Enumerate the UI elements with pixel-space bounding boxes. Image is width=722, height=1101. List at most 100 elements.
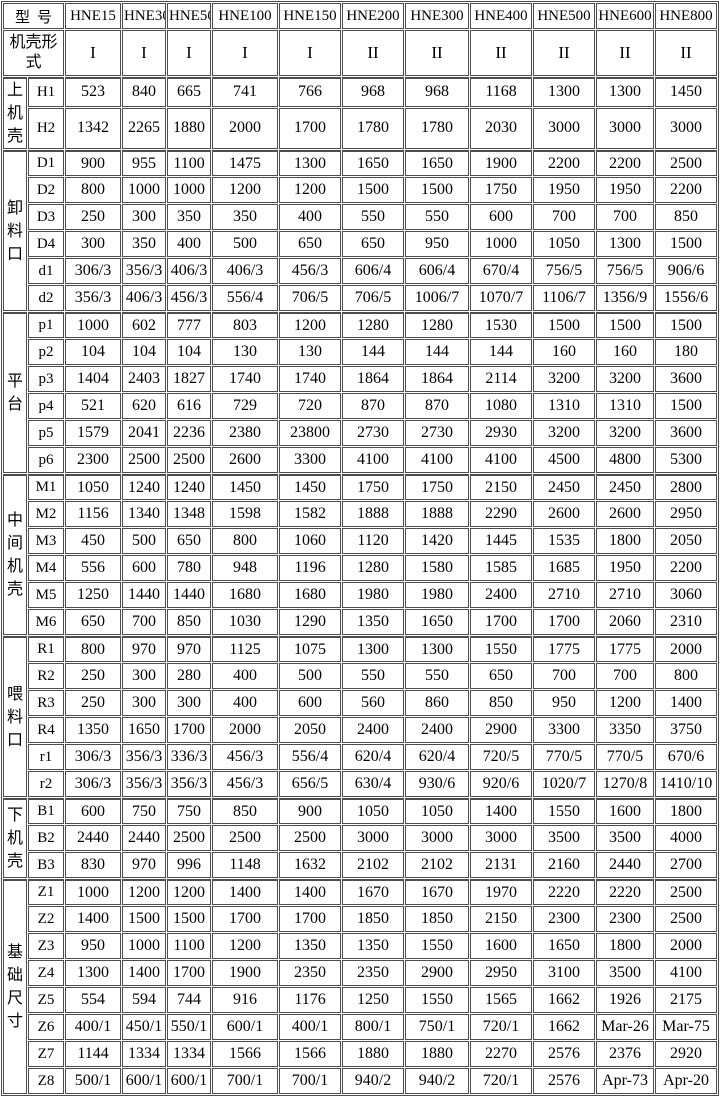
table-row: d1 306/3 356/3 406/3 406/3 456/3 606/4 606/4 670… bbox=[3, 258, 718, 284]
value-cell: 1500 bbox=[533, 312, 596, 338]
value-cell: 550/1 bbox=[167, 1014, 212, 1040]
value-cell: 450 bbox=[65, 528, 122, 554]
value-cell: 1334 bbox=[167, 1041, 212, 1067]
table-row: M2 1156 1340 1348 1598 1582 1888 1888 2290 2600 26… bbox=[3, 501, 718, 527]
value-cell: 1020/7 bbox=[533, 771, 596, 797]
value-cell: 1400 bbox=[279, 879, 342, 905]
housing-form-value-cell: I bbox=[65, 30, 122, 76]
value-cell: 3200 bbox=[533, 366, 596, 392]
value-cell: 2440 bbox=[596, 852, 655, 878]
value-cell: 606/4 bbox=[405, 258, 470, 284]
value-cell: 300 bbox=[65, 231, 122, 257]
value-cell: 1556/6 bbox=[655, 285, 718, 311]
value-cell: 1106/7 bbox=[533, 285, 596, 311]
value-cell: 450/1 bbox=[122, 1014, 167, 1040]
row-label-cell: Z8 bbox=[28, 1068, 65, 1094]
value-cell: 356/3 bbox=[122, 744, 167, 770]
row-label-cell: Z7 bbox=[28, 1041, 65, 1067]
table-row: D4 300 350 400 500 650 650 950 1000 1050 1300 1500 bbox=[3, 231, 718, 257]
table-row: d2 356/3 406/3 456/3 556/4 706/5 706/5 1006/7 10… bbox=[3, 285, 718, 311]
value-cell: 2060 bbox=[596, 609, 655, 635]
value-cell: 3500 bbox=[533, 825, 596, 851]
value-cell: 2150 bbox=[470, 906, 533, 932]
value-cell: 950 bbox=[405, 231, 470, 257]
value-cell: 1400 bbox=[65, 906, 122, 932]
group-label-cell: 基础尺寸 bbox=[3, 879, 27, 1094]
value-cell: 2710 bbox=[596, 582, 655, 608]
value-cell: 1500 bbox=[596, 312, 655, 338]
value-cell: 1404 bbox=[65, 366, 122, 392]
value-cell: 1582 bbox=[279, 501, 342, 527]
value-cell: 900 bbox=[279, 798, 342, 824]
housing-form-value-cell: II bbox=[342, 30, 405, 76]
value-cell: 1060 bbox=[279, 528, 342, 554]
row-label-cell: M1 bbox=[28, 474, 65, 500]
value-cell: 950 bbox=[65, 933, 122, 959]
value-cell: 729 bbox=[212, 393, 279, 419]
housing-form-label-cell: 机壳形式 bbox=[3, 30, 65, 76]
row-label-cell: D4 bbox=[28, 231, 65, 257]
row-label-cell: p5 bbox=[28, 420, 65, 446]
value-cell: 1662 bbox=[533, 987, 596, 1013]
value-cell: 300 bbox=[122, 690, 167, 716]
value-cell: 3000 bbox=[405, 825, 470, 851]
value-cell: 1200 bbox=[212, 177, 279, 203]
model-header-cell: HNE300 bbox=[405, 3, 470, 29]
value-cell: 1950 bbox=[596, 177, 655, 203]
value-cell: 2131 bbox=[470, 852, 533, 878]
value-cell: 1565 bbox=[470, 987, 533, 1013]
value-cell: 1550 bbox=[405, 933, 470, 959]
value-cell: 521 bbox=[65, 393, 122, 419]
value-cell: 456/3 bbox=[212, 771, 279, 797]
value-cell: 250 bbox=[65, 690, 122, 716]
value-cell: 1300 bbox=[279, 150, 342, 176]
value-cell: 620 bbox=[122, 393, 167, 419]
table-row: 基础尺寸 Z1 1000 1200 1200 1400 1400 1670 1670 1970 22… bbox=[3, 879, 718, 1094]
group-label-cell: 卸料口 bbox=[3, 150, 27, 311]
value-cell: 350 bbox=[122, 231, 167, 257]
table-row: r2 306/3 356/3 356/3 456/3 656/5 630/4 930/6 920… bbox=[3, 771, 718, 797]
table-row: 喂料口 R1 800 970 970 1125 1075 1300 1300 1550 1775 17… bbox=[3, 636, 718, 797]
corner-cell: 型号 bbox=[3, 3, 65, 29]
table-row: p6 2300 2500 2500 2600 3300 4100 4100 4100 4500 48… bbox=[3, 447, 718, 473]
value-cell: 456/3 bbox=[167, 285, 212, 311]
value-cell: 1100 bbox=[167, 150, 212, 176]
value-cell: 600/1 bbox=[122, 1068, 167, 1094]
value-cell: 870 bbox=[342, 393, 405, 419]
row-label-cell: R3 bbox=[28, 690, 65, 716]
housing-form-row: 机壳形式 I I I I I II II II II II II bbox=[3, 30, 718, 76]
value-cell: 850 bbox=[655, 204, 718, 230]
table-header: 型号 HNE15 HNE30 HNE50 HNE100 HNE150 HNE200 HNE30… bbox=[3, 3, 718, 76]
row-label-cell: d1 bbox=[28, 258, 65, 284]
group-label-cell: 上机壳 bbox=[3, 77, 27, 149]
value-cell: 1775 bbox=[596, 636, 655, 662]
value-cell: 2710 bbox=[533, 582, 596, 608]
value-cell: 2576 bbox=[533, 1068, 596, 1094]
value-cell: 1168 bbox=[470, 77, 533, 107]
value-cell: 1650 bbox=[405, 609, 470, 635]
value-cell: 2265 bbox=[122, 107, 167, 149]
value-cell: 1240 bbox=[167, 474, 212, 500]
value-cell: 1310 bbox=[596, 393, 655, 419]
table-row: p3 1404 2403 1827 1740 1740 1864 1864 2114 3200 32… bbox=[3, 366, 718, 392]
value-cell: 700/1 bbox=[212, 1068, 279, 1094]
value-cell: 1300 bbox=[405, 636, 470, 662]
value-cell: 720/1 bbox=[470, 1068, 533, 1094]
value-cell: 1400 bbox=[212, 879, 279, 905]
value-cell: 1340 bbox=[122, 501, 167, 527]
value-cell: 3750 bbox=[655, 717, 718, 743]
value-cell: 2000 bbox=[212, 107, 279, 149]
value-cell: 955 bbox=[122, 150, 167, 176]
model-header-row: 型号 HNE15 HNE30 HNE50 HNE100 HNE150 HNE200 HNE30… bbox=[3, 3, 718, 29]
table-row: 中间机壳 M1 1050 1240 1240 1450 1450 1750 1750 2150 24… bbox=[3, 474, 718, 635]
housing-form-value-cell: II bbox=[470, 30, 533, 76]
value-cell: 2500 bbox=[655, 906, 718, 932]
value-cell: 1500 bbox=[655, 393, 718, 419]
value-cell: 602 bbox=[122, 312, 167, 338]
value-cell: 1950 bbox=[596, 555, 655, 581]
value-cell: 756/5 bbox=[533, 258, 596, 284]
row-label-cell: r1 bbox=[28, 744, 65, 770]
value-cell: 2050 bbox=[279, 717, 342, 743]
value-cell: 356/3 bbox=[65, 285, 122, 311]
table-row: p5 1579 2041 2236 2380 23800 2730 2730 2930 3200 3… bbox=[3, 420, 718, 446]
